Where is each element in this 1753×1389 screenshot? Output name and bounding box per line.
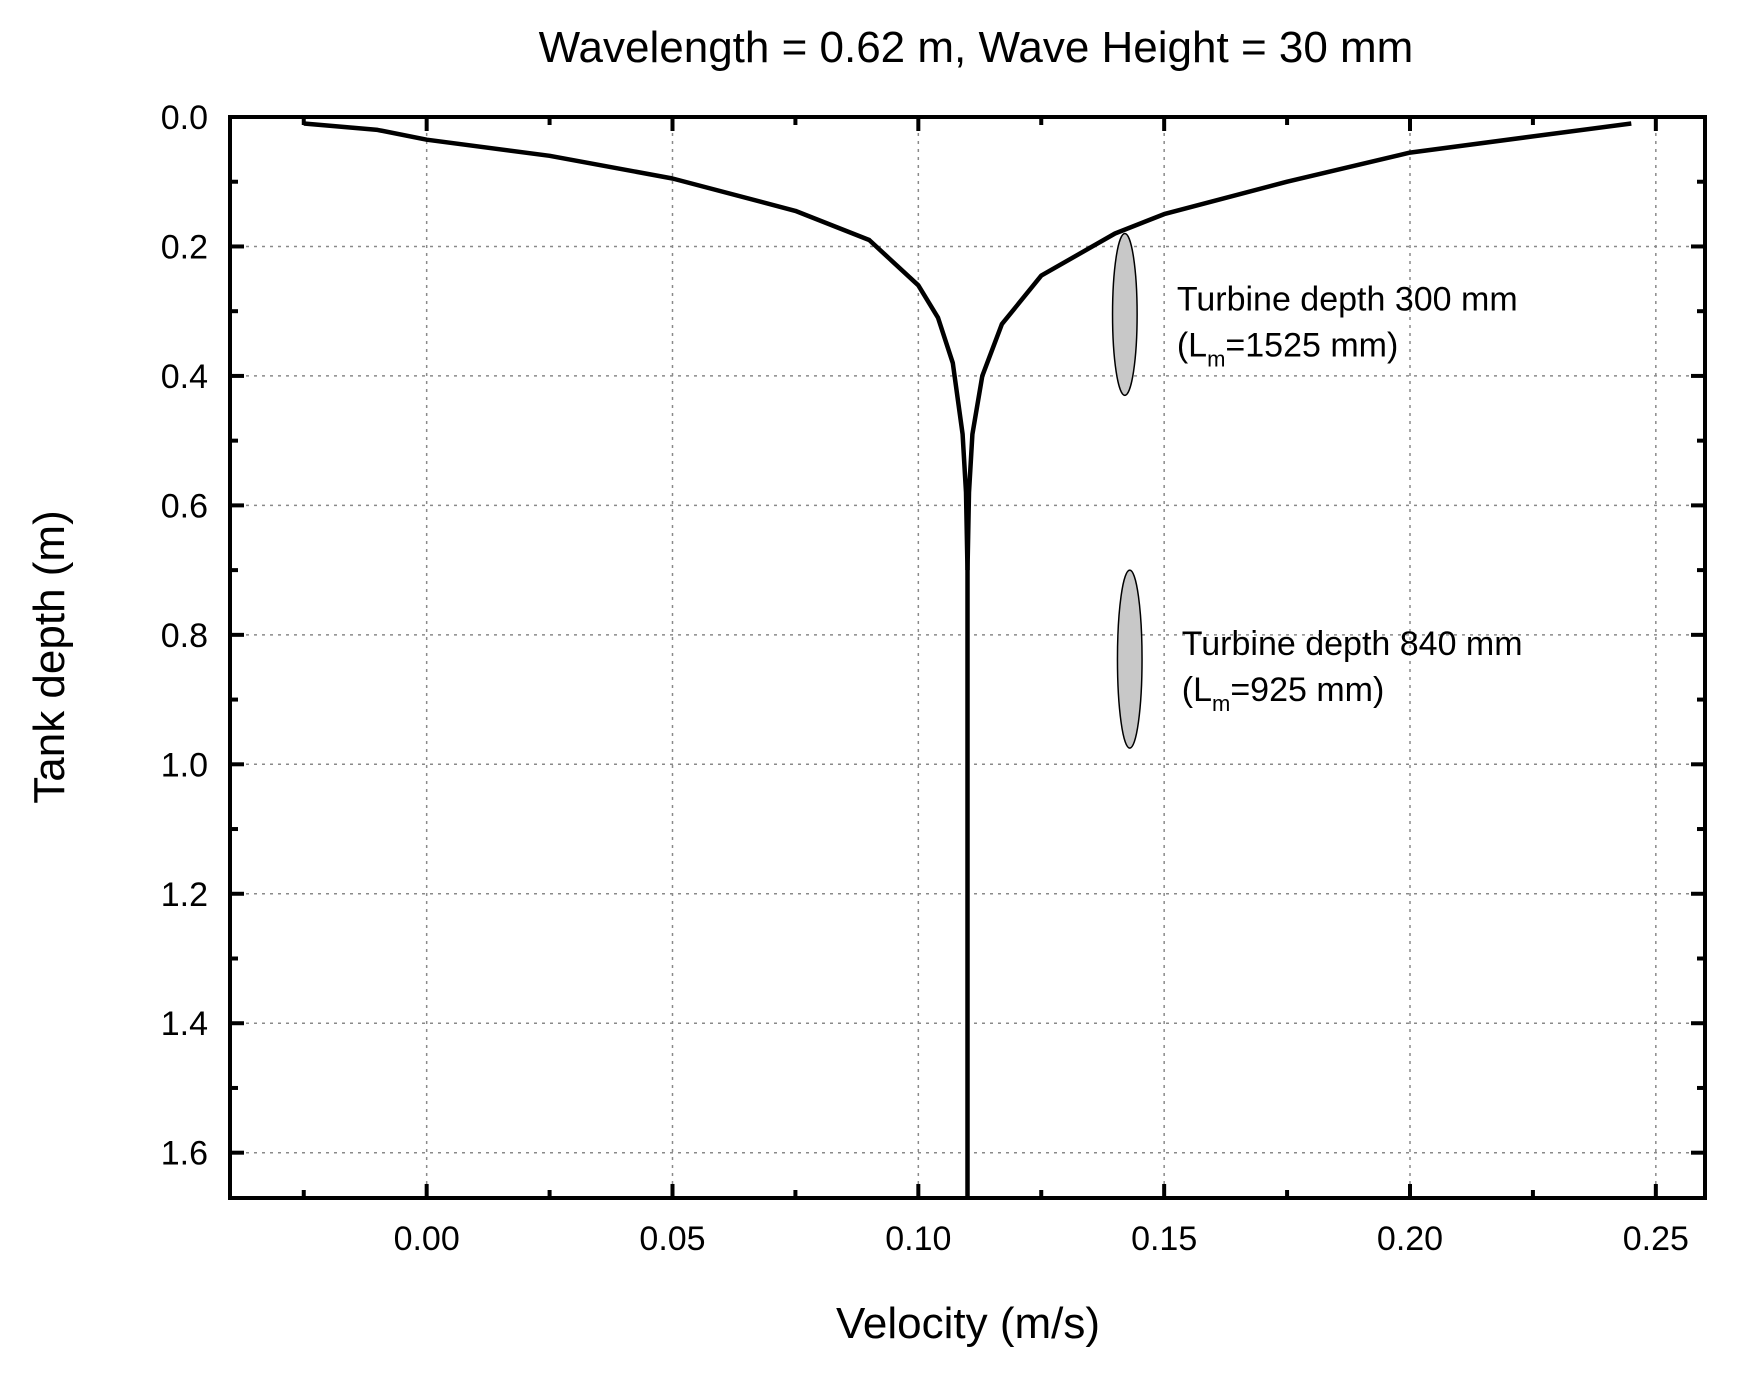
- velocity-profile-right-branch: [965, 121, 1632, 571]
- turbine-840-label: Turbine depth 840 mm: [1182, 625, 1523, 663]
- x-axis-label: Velocity (m/s): [836, 1299, 1100, 1348]
- x-tick-label: 0.10: [885, 1220, 951, 1258]
- y-tick-label: 0.6: [161, 487, 208, 525]
- chart-title: Wavelength = 0.62 m, Wave Height = 30 mm: [539, 23, 1414, 72]
- x-tick-label: 0.15: [1131, 1220, 1197, 1258]
- turbine-annotations: Turbine depth 300 mm (Lm=1525 mm) Turbine …: [1111, 232, 1523, 749]
- velocity-curves: [303, 121, 1632, 1198]
- axis-ticks: [230, 115, 1705, 1198]
- x-tick-labels: 0.00 0.05 0.10 0.15 0.20 0.25: [394, 1220, 1689, 1258]
- y-tick-label: 1.6: [161, 1135, 208, 1173]
- x-tick-label: 0.05: [639, 1220, 705, 1258]
- y-axis-label: Tank depth (m): [25, 510, 74, 803]
- y-tick-label: 1.4: [161, 1005, 208, 1043]
- turbine-300-turbine-shape: [1111, 232, 1138, 397]
- y-tick-label: 0.4: [161, 358, 208, 396]
- y-tick-label: 0.8: [161, 617, 208, 655]
- y-tick-label: 1.0: [161, 746, 208, 784]
- y-tick-label: 0.0: [161, 99, 208, 137]
- turbine-840-turbine-shape: [1116, 569, 1143, 749]
- y-tick-label: 1.2: [161, 876, 208, 914]
- turbine-840-length-label: (Lm=925 mm): [1182, 671, 1385, 716]
- y-tick-label: 0.2: [161, 228, 208, 266]
- turbine-300-length-label: (Lm=1525 mm): [1177, 326, 1398, 371]
- velocity-profile-left-branch: [303, 121, 970, 1198]
- x-tick-label: 0.00: [394, 1220, 460, 1258]
- plot-frame: [228, 115, 1707, 1200]
- x-tick-label: 0.25: [1623, 1220, 1689, 1258]
- turbine-300-label: Turbine depth 300 mm: [1177, 280, 1518, 318]
- x-tick-label: 0.20: [1377, 1220, 1443, 1258]
- y-tick-labels: 0.0 0.2 0.4 0.6 0.8 1.0 1.2 1.4 1.6: [161, 99, 208, 1173]
